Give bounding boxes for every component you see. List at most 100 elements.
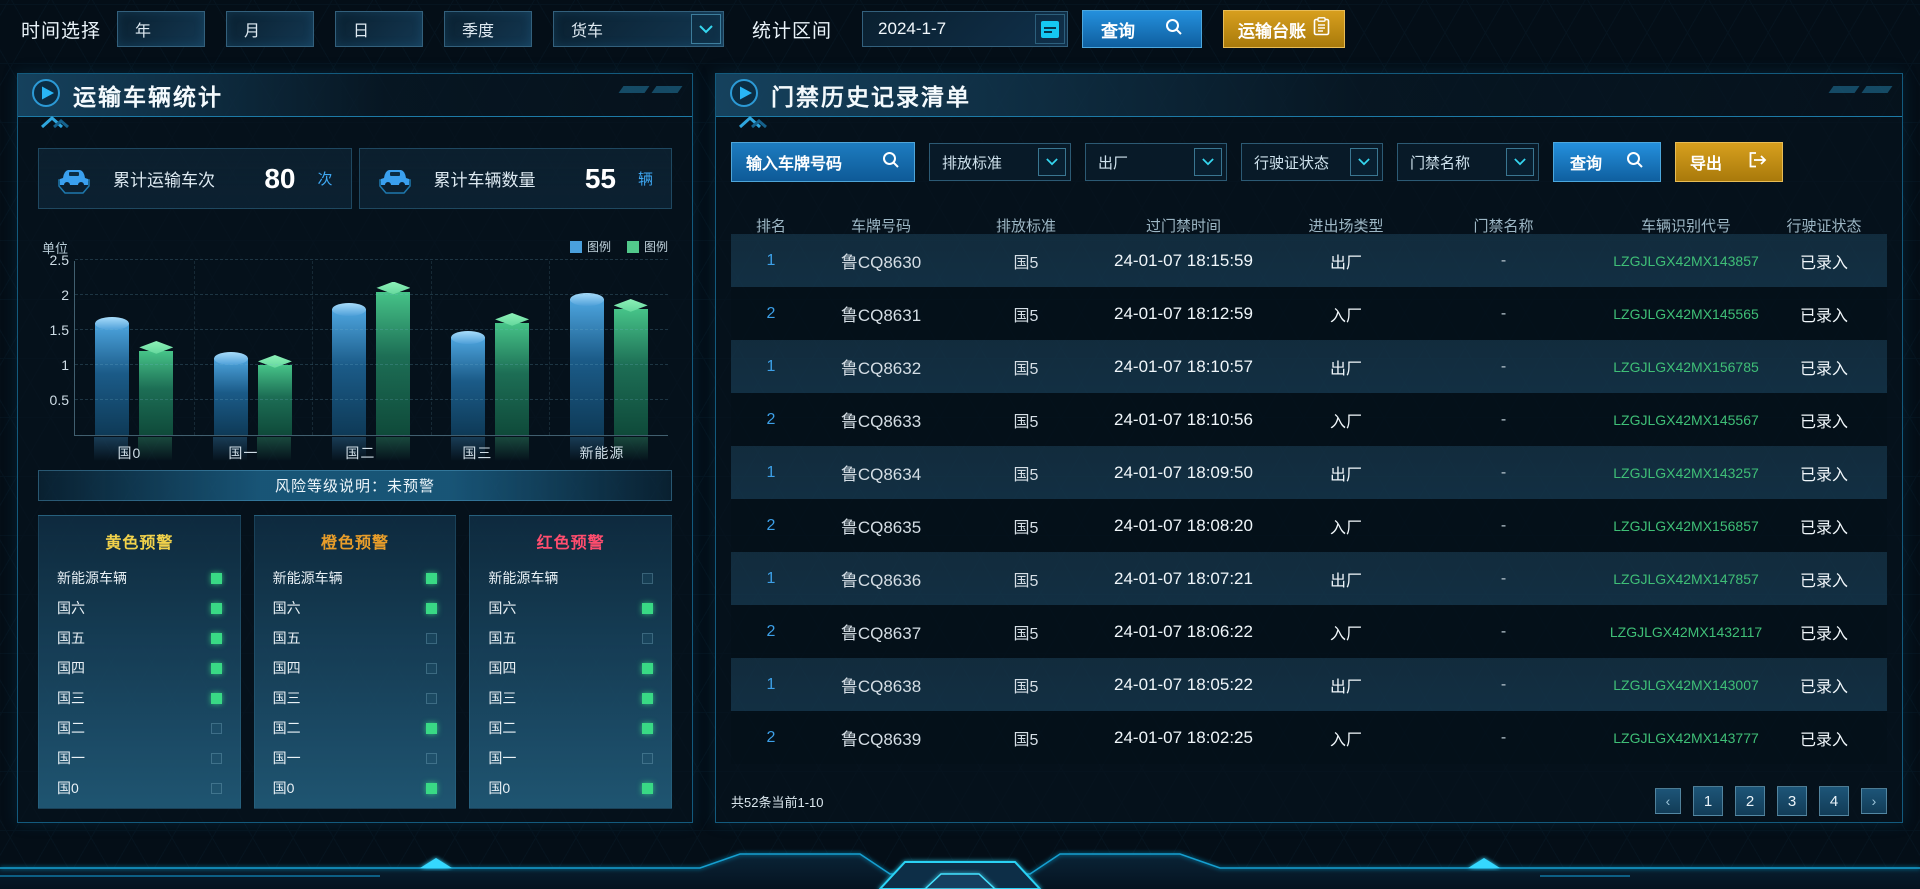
table-query-button[interactable]: 查询 bbox=[1553, 142, 1661, 182]
cell-plate: 鲁CQ8636 bbox=[840, 571, 922, 590]
cell-emission: 国5 bbox=[1013, 466, 1039, 484]
cell-emission: 国5 bbox=[1013, 360, 1039, 378]
y-tick-label: 2.5 bbox=[49, 252, 69, 268]
cell-gate-name: - bbox=[1500, 569, 1507, 587]
vehicle-type-select[interactable]: 货车 bbox=[553, 11, 725, 47]
record-count-summary: 共52条当前1-10 bbox=[731, 794, 824, 810]
cell-vin[interactable]: LZGJLGX42MX156785 bbox=[1613, 358, 1759, 375]
chevron-down-icon bbox=[691, 14, 722, 44]
cell-license-status: 已录入 bbox=[1799, 254, 1848, 272]
cell-gate-name: - bbox=[1500, 410, 1507, 428]
export-button[interactable]: 导出 bbox=[1675, 142, 1783, 182]
time-button-2[interactable]: 月 bbox=[226, 11, 315, 47]
cell-gate-name: - bbox=[1500, 516, 1507, 534]
y-tick-label: 2 bbox=[61, 287, 69, 303]
status-indicator bbox=[642, 782, 654, 794]
cell-gate-type: 入厂 bbox=[1329, 307, 1362, 325]
table-row: 2 鲁CQ8637 国5 24-01-07 18:06:22 入厂 - LZGJLGX42M… bbox=[731, 605, 1887, 658]
warning-item: 国六 bbox=[39, 593, 240, 623]
warning-item-label: 国六 bbox=[488, 600, 517, 616]
warning-item-label: 国六 bbox=[57, 600, 85, 616]
warning-item-label: 国一 bbox=[272, 750, 301, 766]
bar-chart-plot: 0.5 1 1.5 2 2.5 bbox=[50, 252, 668, 436]
filter-dropdown-4[interactable]: 门禁名称 bbox=[1397, 143, 1539, 181]
filter-dropdown-1[interactable]: 排放标准 bbox=[929, 143, 1071, 181]
plate-number-input[interactable]: 输入车牌号码 bbox=[731, 142, 915, 182]
cell-license-status: 已录入 bbox=[1799, 360, 1848, 378]
bar-reflection bbox=[569, 437, 604, 461]
cell-gate-type: 入厂 bbox=[1329, 413, 1362, 431]
cell-plate: 鲁CQ8634 bbox=[840, 465, 922, 484]
status-indicator bbox=[642, 722, 654, 734]
transport-ledger-button[interactable]: 运输台账 bbox=[1223, 10, 1346, 48]
cell-gate-type: 入厂 bbox=[1329, 519, 1362, 537]
legend-swatch bbox=[569, 240, 582, 253]
page-button-4[interactable]: 4 bbox=[1819, 786, 1849, 816]
pagination: ‹ 1 2 3 4 › bbox=[1655, 786, 1887, 816]
cell-vin[interactable]: LZGJLGX42MX1432117 bbox=[1609, 623, 1763, 640]
status-indicator bbox=[210, 662, 222, 674]
warning-item: 国五 bbox=[39, 623, 240, 653]
right-panel-header: 门禁历史记录清单 bbox=[716, 74, 1902, 129]
cell-plate: 鲁CQ8635 bbox=[840, 518, 922, 537]
table-header: 排名 车牌号码 排放标准 过门禁时间 进出场类型 门禁名称 车辆识别代号 行驶证状态 bbox=[731, 212, 1887, 238]
cell-gate-name: - bbox=[1500, 728, 1507, 746]
calendar-icon[interactable] bbox=[1035, 14, 1066, 44]
status-indicator bbox=[426, 662, 438, 674]
gridline bbox=[75, 259, 668, 260]
cell-vin[interactable]: LZGJLGX42MX145567 bbox=[1613, 411, 1759, 428]
chart-bar bbox=[495, 323, 530, 435]
bar-reflection bbox=[257, 437, 292, 461]
header-time: 过门禁时间 bbox=[1145, 217, 1221, 235]
chart-legend: 图例 图例 bbox=[569, 238, 668, 255]
cell-rank: 2 bbox=[766, 728, 776, 746]
time-button-3[interactable]: 日 bbox=[335, 11, 424, 47]
prev-page-button[interactable]: ‹ bbox=[1655, 788, 1681, 814]
date-input[interactable]: 2024-1-7 bbox=[862, 11, 1069, 47]
left-panel-header: 运输车辆统计 bbox=[18, 74, 692, 129]
page-button-3[interactable]: 3 bbox=[1777, 786, 1807, 816]
time-button-4[interactable]: 季度 bbox=[444, 11, 533, 47]
cell-vin[interactable]: LZGJLGX42MX143777 bbox=[1613, 729, 1759, 746]
dropdown-label: 门禁名称 bbox=[1410, 154, 1471, 172]
status-indicator bbox=[210, 752, 222, 764]
page-button-2[interactable]: 2 bbox=[1735, 786, 1765, 816]
legend-swatch bbox=[626, 240, 639, 253]
cell-emission: 国5 bbox=[1013, 519, 1039, 537]
play-icon bbox=[31, 78, 61, 113]
status-indicator bbox=[210, 782, 222, 794]
chart-unit-label: 单位 bbox=[42, 241, 69, 256]
table-row: 1 鲁CQ8638 国5 24-01-07 18:05:22 出厂 - LZGJLGX42M… bbox=[731, 658, 1887, 711]
cell-vin[interactable]: LZGJLGX42MX143257 bbox=[1613, 464, 1759, 481]
filter-dropdown-3[interactable]: 行驶证状态 bbox=[1241, 143, 1383, 181]
cell-vin[interactable]: LZGJLGX42MX145565 bbox=[1613, 305, 1759, 322]
warning-column-2: 橙色预警 新能源车辆 国六 国五 国四 国三 国二 国一 国0 bbox=[253, 515, 457, 809]
cell-vin[interactable]: LZGJLGX42MX143007 bbox=[1613, 676, 1759, 693]
x-axis-labels: 国0 国一 国二 国三 新能源 bbox=[74, 443, 668, 463]
warning-item: 国二 bbox=[255, 713, 456, 743]
footer-decoration bbox=[0, 853, 1920, 889]
cell-vin[interactable]: LZGJLGX42MX156857 bbox=[1613, 517, 1759, 534]
cell-vin[interactable]: LZGJLGX42MX143857 bbox=[1613, 252, 1759, 269]
query-button[interactable]: 查询 bbox=[1082, 10, 1203, 48]
vertical-gridline bbox=[430, 261, 432, 435]
next-page-button[interactable]: › bbox=[1861, 788, 1887, 814]
time-button-1[interactable]: 年 bbox=[117, 11, 206, 47]
status-indicator bbox=[642, 632, 654, 644]
cell-time: 24-01-07 18:12:59 bbox=[1114, 303, 1253, 323]
cell-gate-type: 入厂 bbox=[1329, 731, 1362, 749]
warning-item-label: 国一 bbox=[57, 750, 85, 766]
cell-vin[interactable]: LZGJLGX42MX147857 bbox=[1613, 570, 1759, 587]
vehicle-statistics-panel: 运输车辆统计 累计运输车次 80 次 累计车辆数量 55 辆 单位 图例 图例 0.5 1 1.… bbox=[17, 73, 693, 823]
stat-label: 累计运输车次 bbox=[113, 171, 215, 190]
page-button-1[interactable]: 1 bbox=[1693, 786, 1723, 816]
chart-bar bbox=[213, 352, 248, 435]
status-indicator bbox=[426, 572, 438, 584]
cell-gate-type: 出厂 bbox=[1329, 360, 1362, 378]
bar-reflection bbox=[494, 437, 529, 461]
header-emission: 排放标准 bbox=[995, 217, 1056, 235]
filter-dropdown-2[interactable]: 出厂 bbox=[1085, 143, 1227, 181]
chart-bar bbox=[376, 291, 411, 435]
cell-time: 24-01-07 18:10:56 bbox=[1114, 409, 1253, 429]
cell-emission: 国5 bbox=[1013, 625, 1039, 643]
